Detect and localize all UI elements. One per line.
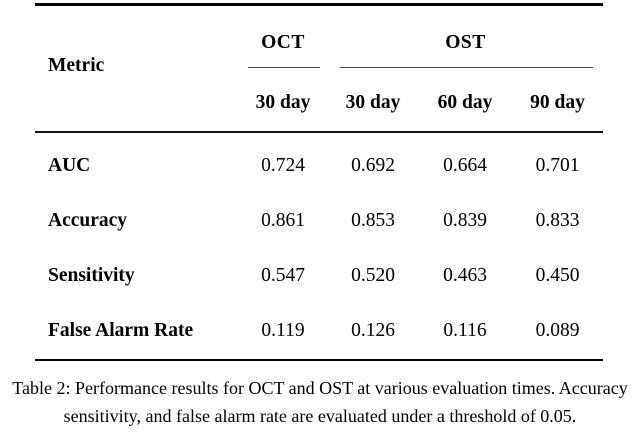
midrule [35, 130, 603, 133]
value-cell: 0.547 [261, 265, 305, 286]
caption-line-1: Table 2: Performance results for OCT and… [12, 378, 628, 398]
subheader-ost-60day: 60 day [437, 91, 493, 113]
toprule [35, 3, 603, 6]
table-body: AUC 0.724 0.692 0.664 0.701 Accuracy 0.8… [35, 133, 603, 359]
row-label: AUC [48, 155, 91, 176]
table-row-sensitivity: Sensitivity 0.547 0.520 0.463 0.450 [35, 249, 603, 304]
value-cell: 0.126 [351, 320, 395, 341]
value-cell: 0.450 [535, 265, 580, 286]
row-label: Sensitivity [48, 265, 135, 286]
cmidrule-oct [248, 66, 320, 68]
table-row-auc: AUC 0.724 0.692 0.664 0.701 [35, 139, 603, 194]
subheader-oct-30day: 30 day [255, 91, 311, 113]
table-caption: Table 2: Performance results for OCT and… [0, 374, 640, 430]
value-cell: 0.861 [261, 210, 305, 231]
subheader-ost-30day: 30 day [345, 91, 401, 113]
value-cell: 0.116 [443, 320, 487, 341]
metric-column-header: Metric [48, 54, 105, 76]
value-cell: 0.089 [535, 320, 580, 341]
table-row-false-alarm-rate: False Alarm Rate 0.119 0.126 0.116 0.089 [35, 304, 603, 359]
group-header-oct: OCT [261, 31, 305, 53]
value-cell: 0.839 [443, 210, 487, 231]
value-cell: 0.520 [351, 265, 395, 286]
group-header-ost: OST [445, 31, 486, 53]
value-cell: 0.692 [351, 155, 395, 176]
value-cell: 0.853 [351, 210, 395, 231]
value-cell: 0.463 [443, 265, 487, 286]
results-table: Metric OCT OST 30 day 30 day 60 day 90 d… [35, 3, 603, 361]
value-cell: 0.724 [261, 155, 305, 176]
row-label: False Alarm Rate [48, 320, 194, 341]
value-cell: 0.701 [535, 155, 580, 176]
table-row-accuracy: Accuracy 0.861 0.853 0.839 0.833 [35, 194, 603, 249]
subheader-ost-90day: 90 day [530, 91, 585, 113]
table-header: Metric OCT OST 30 day 30 day 60 day 90 d… [35, 6, 603, 131]
cmidrule-ost [340, 66, 593, 68]
value-cell: 0.833 [535, 210, 580, 231]
row-label: Accuracy [48, 210, 128, 231]
bottomrule [35, 358, 603, 361]
subheader-row: 30 day 30 day 60 day 90 day [35, 92, 603, 114]
value-cell: 0.119 [261, 320, 305, 341]
caption-line-2: sensitivity, and false alarm rate are ev… [63, 406, 577, 426]
value-cell: 0.664 [443, 155, 487, 176]
